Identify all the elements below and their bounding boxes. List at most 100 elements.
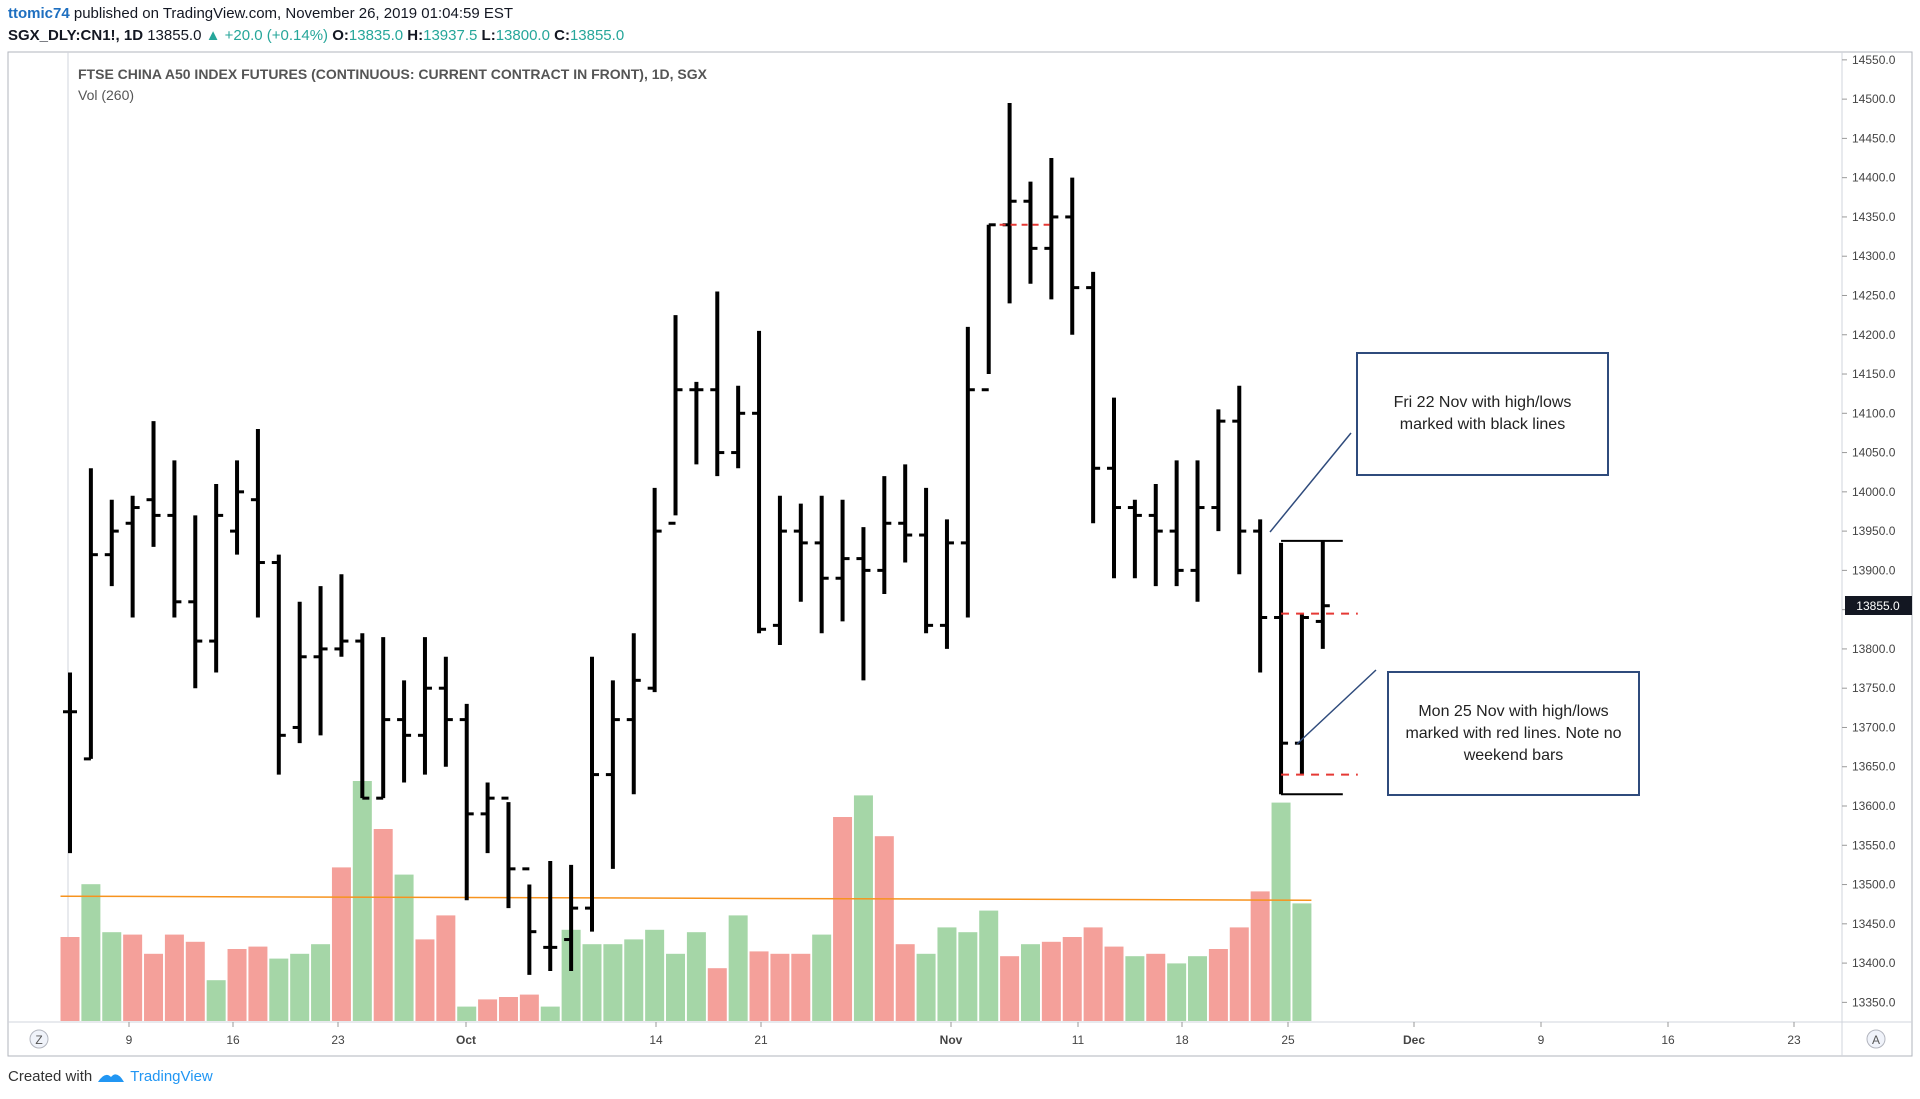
reference-lines-layer [999,223,1358,796]
volume-bar [1208,949,1228,1021]
low-label: L: [481,27,496,44]
time-tick-label: Oct [456,1033,476,1047]
price-tick-label: 13400.0 [1852,956,1896,970]
price-tick-label: 14150.0 [1852,367,1896,381]
high-label: H: [407,27,424,44]
time-tick-label: 21 [754,1033,768,1047]
publish-line: ttomic74 published on TradingView.com, N… [8,5,513,22]
symbol-name: SGX_DLY:CN1!, 1D [8,27,144,44]
volume-bar [666,953,686,1021]
volume-bar [185,941,205,1021]
volume-bar [290,953,310,1021]
price-tick-label: 14450.0 [1852,131,1896,145]
volume-bar [81,884,101,1021]
volume-bar [394,874,414,1021]
price-tick-label: 13750.0 [1852,681,1896,695]
time-tick-label: 16 [1661,1033,1675,1047]
price-tick-label: 14550.0 [1852,53,1896,67]
price-tick-label: 13600.0 [1852,799,1896,813]
time-tick-label: 14 [649,1033,663,1047]
volume-bar [895,944,915,1021]
annotation-monday: Mon 25 Nov with high/lows marked with re… [1387,671,1640,796]
volume-bar [311,944,331,1021]
time-tick-label: 25 [1281,1033,1295,1047]
auto-scale-button[interactable]: A [1866,1029,1886,1049]
close-label: C: [554,27,570,44]
zoom-label: Z [35,1033,42,1047]
price-tick-label: 14250.0 [1852,288,1896,302]
low-value: 13800.0 [495,27,550,44]
volume-bar [60,937,80,1021]
volume-bar [1062,937,1082,1021]
open-value: 13835.0 [348,27,404,44]
price-change: ▲ +20.0 (+0.14%) [205,27,329,44]
volume-bar [540,1006,560,1021]
last-price-tag: 13855.0 [1845,596,1912,615]
author-link[interactable]: ttomic74 [8,5,70,22]
price-axis[interactable]: 14550.0 14500.0 14450.0 14400.0 14350.0 14300… [1842,53,1896,1010]
volume-bar [519,994,539,1021]
volume-bar [1125,956,1145,1021]
volume-bar [248,946,268,1021]
volume-bar [1188,956,1208,1021]
price-tick-label: 13450.0 [1852,917,1896,931]
price-tick-label: 14300.0 [1852,249,1896,263]
price-tick-label: 14400.0 [1852,171,1896,185]
volume-bar [1250,891,1270,1021]
volume-bar [269,958,289,1021]
volume-bar [707,968,727,1021]
time-tick-label: 18 [1175,1033,1189,1047]
volume-bar [1041,941,1061,1021]
time-axis[interactable]: 9 16 23 Oct 14 21 Nov 11 18 25 Dec 9 16 23 [126,1022,1801,1047]
volume-bar [373,829,393,1021]
last-price-tag-text: 13855.0 [1856,599,1900,613]
symbol-line: SGX_DLY:CN1!, 1D 13855.0 ▲ +20.0 (+0.14%… [8,27,624,44]
volume-bar [561,929,581,1021]
volume-bar [686,932,706,1021]
price-tick-label: 13700.0 [1852,720,1896,734]
time-tick-label: 23 [331,1033,345,1047]
annotation-pointer-2 [1296,669,1377,745]
publish-info: published on TradingView.com, November 2… [73,5,514,22]
volume-legend: Vol (260) [78,87,134,103]
price-tick-label: 13350.0 [1852,995,1896,1009]
volume-bar [1146,953,1166,1021]
volume-bar [603,944,623,1021]
time-tick-label: 9 [1538,1033,1545,1047]
annotation-friday: Fri 22 Nov with high/lows marked with bl… [1356,352,1609,476]
volume-bar [853,795,873,1021]
footer: Created with TradingView [8,1068,213,1085]
volume-bar [436,915,456,1021]
auto-scale-label: A [1872,1033,1880,1047]
time-tick-label: 16 [226,1033,240,1047]
volume-bar [498,997,518,1021]
close-value: 13855.0 [569,27,625,44]
price-tick-label: 13950.0 [1852,524,1896,538]
volume-bar [1020,944,1040,1021]
volume-bar [1229,927,1249,1021]
volume-bar [206,980,226,1021]
volume-bar [352,781,372,1021]
volume-bar [582,944,602,1021]
high-value: 13937.5 [423,27,478,44]
volume-bar [123,934,143,1021]
volume-ma-line [60,895,1312,901]
zoom-button[interactable]: Z [29,1029,49,1049]
volume-bar [1167,963,1187,1021]
volume-bar [812,934,832,1021]
volume-bar [979,910,999,1021]
time-tick-label: Dec [1403,1033,1425,1047]
volume-bar [457,1006,477,1021]
volume-bar [770,953,790,1021]
volume-bar [624,939,644,1021]
price-tick-label: 14100.0 [1852,406,1896,420]
price-tick-label: 14200.0 [1852,328,1896,342]
volume-bar [791,953,811,1021]
time-tick-label: 11 [1072,1033,1085,1047]
tradingview-brand-link[interactable]: TradingView [130,1068,213,1085]
chart-legend-title: FTSE CHINA A50 INDEX FUTURES (CONTINUOUS… [78,66,708,82]
price-chart[interactable]: 14550.0 14500.0 14450.0 14400.0 14350.0 14300… [0,0,1920,1060]
chart-frame [7,51,1913,1057]
volume-bar [937,927,957,1021]
time-tick-label: 23 [1787,1033,1801,1047]
